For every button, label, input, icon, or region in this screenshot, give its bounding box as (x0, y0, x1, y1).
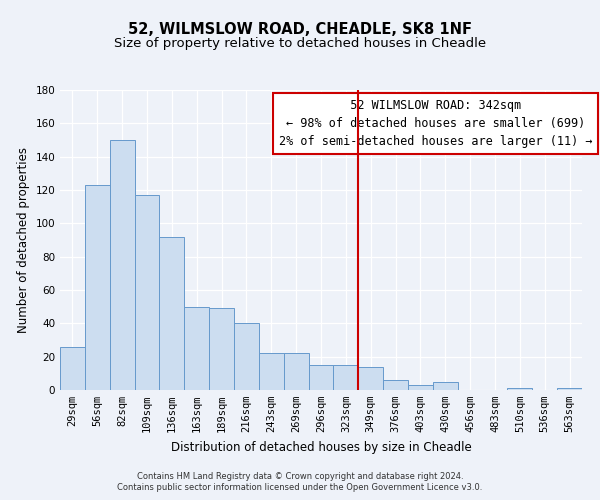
X-axis label: Distribution of detached houses by size in Cheadle: Distribution of detached houses by size … (170, 440, 472, 454)
Bar (234, 324, 259, 390)
Y-axis label: Number of detached properties: Number of detached properties (17, 147, 30, 333)
Text: 52, WILMSLOW ROAD, CHEADLE, SK8 1NF: 52, WILMSLOW ROAD, CHEADLE, SK8 1NF (128, 22, 472, 38)
Bar (85, 185, 110, 390)
Bar (209, 308, 234, 390)
Bar (184, 306, 209, 390)
Bar (284, 354, 308, 390)
Text: Size of property relative to detached houses in Cheadle: Size of property relative to detached ho… (114, 38, 486, 51)
Bar (358, 366, 383, 390)
Bar (433, 382, 458, 390)
Bar (508, 388, 532, 390)
Bar (134, 195, 160, 390)
Bar (557, 388, 582, 390)
Bar (259, 354, 284, 390)
Bar (60, 346, 85, 390)
Bar (308, 365, 334, 390)
Bar (408, 385, 433, 390)
Bar (160, 236, 184, 390)
Text: Contains HM Land Registry data © Crown copyright and database right 2024.
Contai: Contains HM Land Registry data © Crown c… (118, 472, 482, 492)
Bar (383, 380, 408, 390)
Text: 52 WILMSLOW ROAD: 342sqm  
← 98% of detached houses are smaller (699)
2% of semi: 52 WILMSLOW ROAD: 342sqm ← 98% of detach… (279, 99, 593, 148)
Bar (334, 365, 358, 390)
Bar (110, 140, 134, 390)
